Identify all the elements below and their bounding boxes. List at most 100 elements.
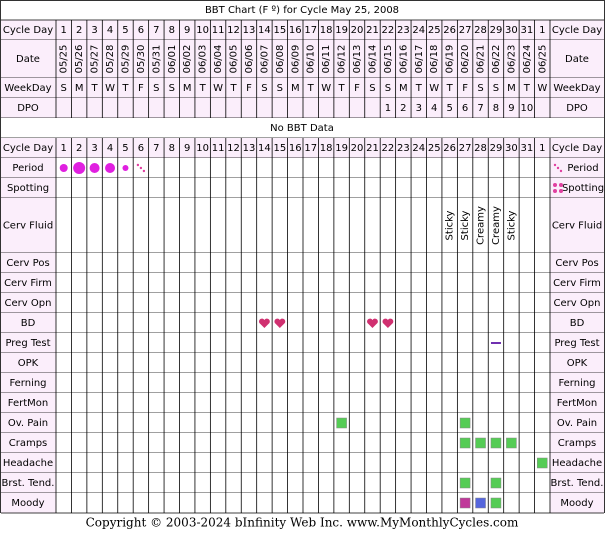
row-label: Cerv Opn	[5, 298, 52, 309]
cell: 10	[196, 25, 209, 36]
row-label-right: Cycle Day	[552, 25, 602, 36]
cell: T	[523, 83, 531, 94]
label-bg	[1, 198, 56, 253]
row-label: Date	[16, 54, 40, 65]
label-bg	[1, 373, 56, 393]
cell: S	[169, 83, 175, 94]
spot-dot	[553, 189, 557, 193]
cell-vertical: Sticky	[506, 210, 517, 240]
cell: 17	[304, 143, 317, 154]
cell: T	[91, 83, 99, 94]
row-label-right: BD	[570, 318, 585, 329]
cell: 15	[273, 25, 286, 36]
cell: 1	[539, 25, 545, 36]
cell: 2	[400, 103, 406, 114]
cell: 2	[76, 143, 82, 154]
cell: 6	[462, 103, 468, 114]
label-bg	[1, 353, 56, 373]
label-bg	[550, 198, 604, 253]
row-label: WeekDay	[4, 83, 51, 94]
cell: F	[354, 83, 360, 94]
cell: 29	[490, 25, 503, 36]
cell-vertical: Creamy	[476, 206, 487, 245]
symptom	[475, 497, 486, 509]
cell: 30	[505, 25, 518, 36]
spot-dot	[559, 169, 563, 173]
cell: 14	[258, 143, 271, 154]
cell: 9	[184, 25, 190, 36]
no-bbt-bg	[1, 118, 604, 138]
cell-vertical: 06/18	[429, 45, 440, 74]
cell-vertical: Sticky	[460, 210, 471, 240]
cell: 9	[508, 103, 514, 114]
cell-vertical: 06/12	[337, 45, 348, 74]
cell: M	[75, 83, 84, 94]
row-bg	[1, 373, 604, 393]
label-bg	[550, 178, 604, 198]
cell: 31	[520, 25, 533, 36]
cell-vertical: 05/30	[136, 45, 147, 74]
label-bg	[550, 313, 604, 333]
cell: 9	[184, 143, 190, 154]
cell: 1	[61, 143, 67, 154]
cell: 4	[107, 143, 113, 154]
label-bg	[1, 253, 56, 273]
cell: T	[415, 83, 423, 94]
heart	[367, 318, 378, 328]
label-bg	[550, 353, 604, 373]
cell-vertical: 06/22	[491, 45, 502, 74]
cell: S	[477, 83, 483, 94]
cell: S	[369, 83, 375, 94]
row-label-right: Cramps	[558, 438, 597, 449]
row-label-right: WeekDay	[553, 83, 600, 94]
cell: 10	[196, 143, 209, 154]
cell-vertical: 06/11	[321, 45, 332, 74]
cell-vertical: 06/10	[306, 45, 317, 74]
cell-vertical: 06/13	[352, 45, 363, 74]
cell: F	[246, 83, 252, 94]
cell: 1	[61, 25, 67, 36]
cell: 2	[76, 25, 82, 36]
row-label: FertMon	[8, 398, 48, 409]
row-bg	[1, 158, 604, 178]
row-label-right: Cerv Opn	[554, 298, 601, 309]
row-label: Cramps	[9, 438, 48, 449]
cell: T	[338, 83, 346, 94]
symptom	[336, 417, 347, 429]
period-dot	[73, 162, 86, 174]
cell: W	[321, 83, 331, 94]
label-bg	[1, 393, 56, 413]
row-bg	[1, 453, 604, 473]
row-label-right: Cerv Firm	[553, 278, 601, 289]
row-bg	[1, 473, 604, 493]
cell-vertical: 06/21	[476, 45, 487, 74]
cell-vertical: 06/20	[460, 45, 471, 74]
cell-vertical: 05/25	[59, 45, 70, 74]
cell: 21	[366, 25, 379, 36]
cell: 7	[477, 103, 483, 114]
cell: W	[537, 83, 547, 94]
row-label: Spotting	[7, 183, 49, 194]
row-bg	[1, 313, 604, 333]
cell-vertical: 06/09	[290, 45, 301, 74]
cell: W	[105, 83, 115, 94]
cell: F	[138, 83, 144, 94]
cell: 25	[428, 143, 441, 154]
row-label: Brst. Tend.	[2, 478, 55, 489]
cell-vertical: 06/24	[522, 45, 533, 74]
label-bg	[1, 178, 56, 198]
cell: 6	[138, 143, 144, 154]
label-bg	[550, 373, 604, 393]
cell: 3	[91, 143, 97, 154]
cell: 4	[107, 25, 113, 36]
cell: M	[399, 83, 408, 94]
cell: 24	[412, 143, 425, 154]
cell-vertical: 06/02	[182, 45, 193, 74]
cell: 24	[412, 25, 425, 36]
cell-vertical: Creamy	[491, 206, 502, 245]
cell: T	[307, 83, 315, 94]
cell: 5	[446, 103, 452, 114]
no-bbt: No BBT Data	[270, 123, 334, 134]
row-bg	[1, 178, 604, 198]
cell-vertical: 06/05	[229, 45, 240, 74]
